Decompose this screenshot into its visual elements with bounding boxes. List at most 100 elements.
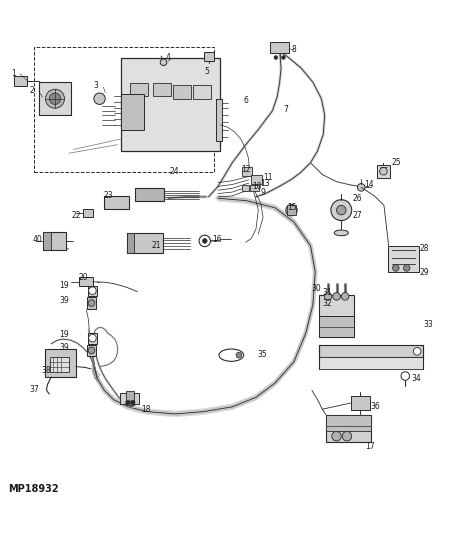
Circle shape	[89, 287, 96, 294]
Circle shape	[126, 400, 130, 405]
Bar	[127, 233, 134, 253]
Circle shape	[236, 352, 242, 358]
Text: 4: 4	[166, 53, 171, 62]
Ellipse shape	[219, 349, 244, 362]
Text: 40: 40	[32, 235, 42, 244]
Text: 39: 39	[59, 343, 69, 352]
Text: 31: 31	[322, 288, 332, 296]
Circle shape	[88, 300, 95, 307]
Bar	[319, 316, 354, 337]
Text: 26: 26	[353, 194, 362, 203]
Bar	[270, 42, 289, 53]
Bar	[43, 232, 66, 250]
Text: 35: 35	[257, 350, 267, 359]
Text: 30: 30	[311, 284, 321, 293]
Circle shape	[88, 347, 95, 354]
Bar	[87, 345, 96, 356]
Bar	[251, 175, 262, 184]
Circle shape	[392, 265, 399, 271]
Bar	[388, 246, 419, 272]
Bar	[319, 345, 423, 357]
Text: 32: 32	[322, 299, 332, 308]
Bar	[83, 209, 93, 217]
Circle shape	[332, 431, 341, 441]
Text: 19: 19	[59, 281, 69, 290]
Text: MP18932: MP18932	[9, 484, 59, 493]
Text: 28: 28	[420, 245, 429, 254]
Text: 1: 1	[11, 69, 16, 78]
Text: 11: 11	[263, 174, 273, 183]
Circle shape	[94, 93, 105, 105]
Text: 8: 8	[292, 45, 297, 54]
Text: 25: 25	[392, 158, 401, 167]
Circle shape	[274, 56, 278, 59]
Circle shape	[342, 431, 352, 441]
Text: 17: 17	[365, 442, 374, 451]
Text: 15: 15	[287, 203, 297, 212]
Text: 22: 22	[71, 211, 81, 221]
Text: 16: 16	[212, 235, 221, 244]
Text: 39: 39	[59, 296, 69, 305]
Bar	[216, 99, 222, 142]
Bar	[127, 233, 163, 253]
Bar	[319, 295, 354, 337]
Circle shape	[130, 400, 135, 405]
Circle shape	[160, 59, 167, 66]
Text: 13: 13	[261, 179, 270, 188]
Text: 18: 18	[141, 405, 151, 414]
Bar	[287, 206, 296, 215]
Bar	[173, 85, 191, 99]
Bar	[130, 83, 148, 96]
Text: 37: 37	[29, 385, 39, 394]
Circle shape	[286, 205, 297, 216]
Circle shape	[401, 372, 410, 380]
Circle shape	[199, 235, 210, 247]
Text: 9: 9	[261, 187, 265, 197]
Circle shape	[337, 206, 346, 215]
Circle shape	[89, 334, 96, 342]
Bar	[104, 196, 129, 209]
Bar	[79, 278, 93, 286]
Text: 7: 7	[283, 105, 288, 114]
Bar	[242, 185, 249, 191]
Bar	[14, 75, 27, 86]
Bar	[326, 415, 371, 442]
Bar	[377, 164, 390, 178]
Text: 33: 33	[424, 320, 434, 329]
Circle shape	[202, 239, 207, 244]
Text: 12: 12	[241, 165, 250, 174]
Bar	[50, 357, 69, 372]
Text: 2: 2	[29, 86, 34, 95]
Circle shape	[341, 293, 349, 300]
Bar	[326, 415, 371, 430]
Bar	[121, 94, 144, 130]
Circle shape	[380, 168, 387, 175]
Circle shape	[357, 184, 365, 191]
Bar	[120, 393, 139, 404]
Bar	[135, 189, 164, 201]
Circle shape	[282, 56, 285, 59]
Bar	[34, 46, 214, 172]
Text: 34: 34	[411, 374, 421, 383]
Text: 10: 10	[252, 182, 262, 191]
Bar	[45, 349, 76, 377]
Bar	[126, 391, 134, 405]
Bar	[87, 297, 96, 309]
Text: 5: 5	[205, 67, 210, 76]
Circle shape	[331, 200, 352, 221]
Text: 14: 14	[364, 180, 374, 189]
Bar	[242, 168, 252, 176]
Bar	[153, 83, 171, 96]
Bar	[250, 185, 259, 191]
Bar	[88, 333, 97, 344]
Bar	[351, 396, 370, 410]
Ellipse shape	[334, 230, 348, 235]
Text: 23: 23	[103, 191, 113, 200]
Circle shape	[49, 93, 61, 105]
Bar	[121, 58, 220, 151]
Bar	[43, 232, 51, 250]
Text: 38: 38	[42, 366, 51, 375]
Text: 36: 36	[371, 402, 381, 411]
Text: 19: 19	[59, 330, 69, 339]
Circle shape	[413, 348, 421, 355]
